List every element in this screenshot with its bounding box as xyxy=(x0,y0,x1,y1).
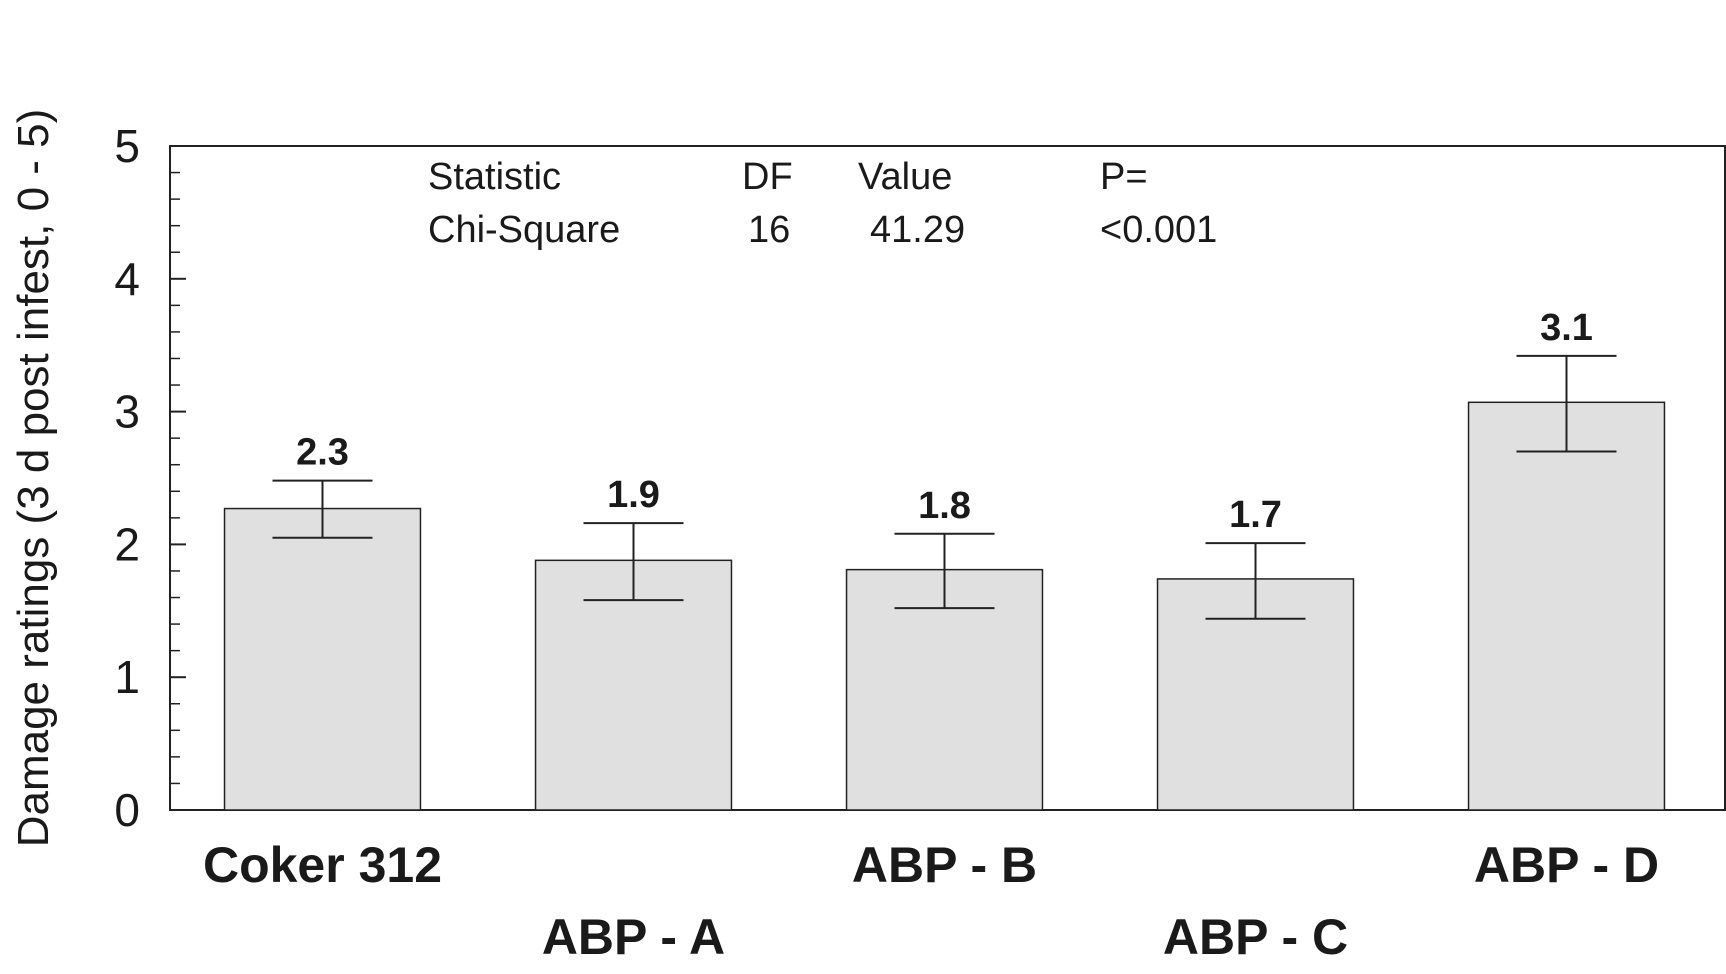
y-axis-label: Damage ratings (3 d post infest, 0 - 5) xyxy=(9,109,58,848)
stats-table: Statistic DF Value P= Chi-Square 16 41.2… xyxy=(428,156,1217,251)
y-tick-label: 4 xyxy=(114,253,140,305)
category-label: Coker 312 xyxy=(203,837,442,893)
data-labels-group: 2.3 1.9 1.8 1.7 3.1 xyxy=(296,307,1593,536)
data-label: 3.1 xyxy=(1540,307,1593,349)
y-tick-label: 1 xyxy=(114,651,140,703)
stats-row-df: 16 xyxy=(748,209,790,251)
major-ticks: 0 1 2 3 4 5 xyxy=(114,120,186,836)
category-label: ABP - B xyxy=(852,837,1037,893)
stats-row-statistic: Chi-Square xyxy=(428,209,620,251)
data-label: 1.8 xyxy=(918,485,971,527)
bar-0 xyxy=(223,507,422,811)
error-bars-group xyxy=(272,354,1617,620)
stats-header-statistic: Statistic xyxy=(428,156,561,198)
stats-row-value: 41.29 xyxy=(870,209,965,251)
data-label: 2.3 xyxy=(296,432,349,474)
stats-header-p: P= xyxy=(1100,156,1148,198)
bar-2 xyxy=(845,568,1044,811)
y-tick-label: 3 xyxy=(114,386,140,438)
bar-4 xyxy=(1467,401,1666,811)
y-tick-label: 0 xyxy=(114,784,140,836)
category-label: ABP - A xyxy=(542,909,725,965)
bars-group xyxy=(223,401,1666,811)
y-tick-label: 5 xyxy=(114,120,140,172)
minor-ticks xyxy=(170,171,180,785)
stats-header-df: DF xyxy=(742,156,793,198)
category-label: ABP - D xyxy=(1474,837,1659,893)
category-labels-group: Coker 312 ABP - A ABP - B ABP - C ABP - D xyxy=(203,837,1659,965)
stats-header-value: Value xyxy=(858,156,952,198)
category-label: ABP - C xyxy=(1163,909,1348,965)
stats-row-p: <0.001 xyxy=(1100,209,1217,251)
data-label: 1.9 xyxy=(607,474,660,516)
y-tick-label: 2 xyxy=(114,518,140,570)
bar-1 xyxy=(534,559,733,811)
data-label: 1.7 xyxy=(1229,494,1282,536)
